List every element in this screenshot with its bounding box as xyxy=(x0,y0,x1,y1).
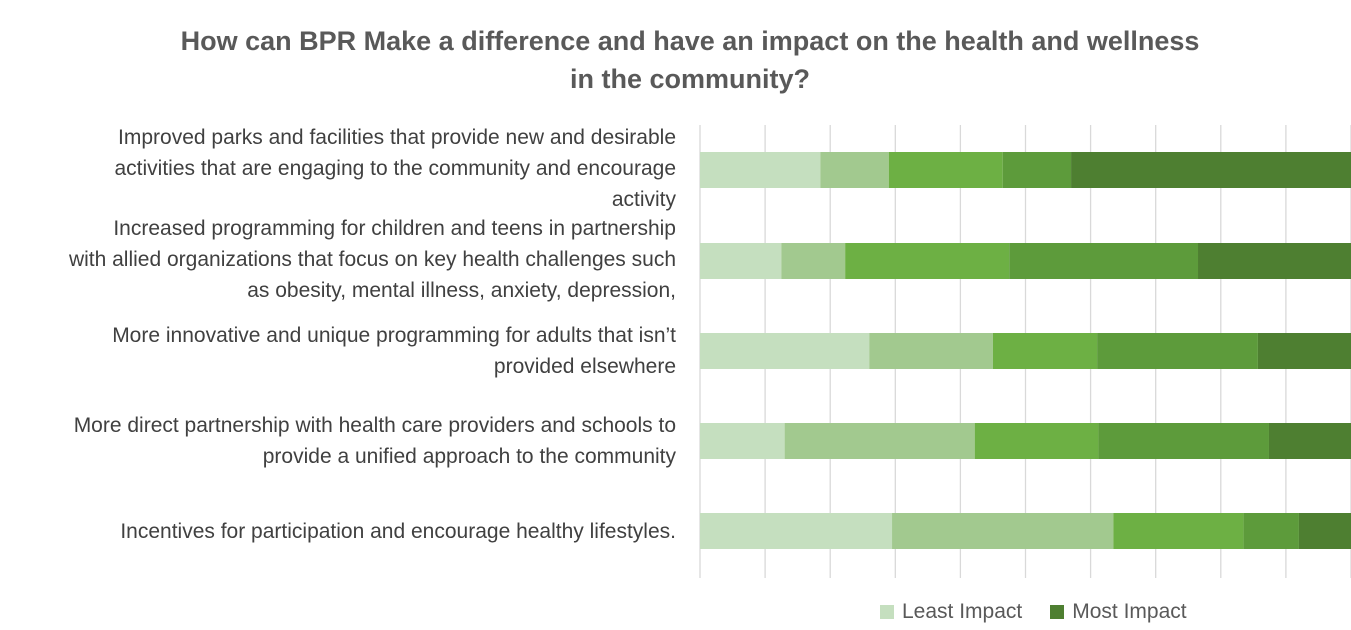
category-label-1: Improved parks and facilities that provi… xyxy=(0,122,676,215)
legend-item-least-impact: Least Impact xyxy=(880,600,1022,624)
bar-segment-cat1-series2 xyxy=(820,152,889,188)
chart-title-line-1: How can BPR Make a difference and have a… xyxy=(180,26,1200,56)
bar-segment-cat5-series3 xyxy=(1113,513,1244,549)
bar-segment-cat1-series4 xyxy=(1002,152,1072,188)
bar-segment-cat3-series1 xyxy=(700,333,870,369)
bar-segment-cat3-series2 xyxy=(869,333,993,369)
bar-segment-cat1-series3 xyxy=(888,152,1003,188)
bar-segment-cat1-series5 xyxy=(1071,152,1351,188)
category-label-4-line-2: provide a unified approach to the commun… xyxy=(262,445,676,468)
bar-segment-cat5-series2 xyxy=(892,513,1114,549)
chart-title-line-2: in the community? xyxy=(569,64,810,94)
bar-segment-cat5-series5 xyxy=(1298,513,1351,549)
category-label-5-line-1: Incentives for participation and encoura… xyxy=(120,519,676,543)
legend-label-most-impact: Most Impact xyxy=(1072,600,1187,623)
category-label-1-line-3: activity xyxy=(611,187,676,211)
bar-segment-cat4-series5 xyxy=(1268,423,1351,459)
legend-label-least-impact: Least Impact xyxy=(902,600,1023,623)
category-label-3: More innovative and unique programming f… xyxy=(0,320,676,382)
category-label-2-line-2: with allied organizations that focus on … xyxy=(68,247,676,271)
category-label-2-line-3: as obesity, mental illness, anxiety, dep… xyxy=(247,278,676,302)
bar-segment-cat4-series3 xyxy=(974,423,1099,459)
category-label-2: Increased programming for children and t… xyxy=(0,213,676,306)
category-label-5: Incentives for participation and encoura… xyxy=(0,516,676,547)
bar-segment-cat2-series2 xyxy=(781,243,846,279)
chart-legend: Least Impact Most Impact xyxy=(880,600,1187,624)
bar-segment-cat5-series1 xyxy=(700,513,893,549)
bar-segment-cat4-series2 xyxy=(784,423,975,459)
category-label-1-line-2: activities that are engaging to the comm… xyxy=(114,156,676,180)
legend-swatch-least-impact xyxy=(880,605,894,619)
bar-segment-cat2-series1 xyxy=(700,243,782,279)
category-label-4: More direct partnership with health care… xyxy=(0,410,676,472)
bar-segment-cat2-series5 xyxy=(1198,243,1351,279)
category-label-3-line-1: More innovative and unique programming f… xyxy=(112,324,676,347)
legend-item-most-impact: Most Impact xyxy=(1050,600,1187,624)
category-label-1-line-1: Improved parks and facilities that provi… xyxy=(118,125,676,149)
bar-segment-cat1-series1 xyxy=(700,152,821,188)
category-label-2-line-1: Increased programming for children and t… xyxy=(113,216,676,240)
category-label-4-line-1: More direct partnership with health care… xyxy=(73,414,676,437)
chart-title: How can BPR Make a difference and have a… xyxy=(140,22,1240,98)
bar-segment-cat4-series1 xyxy=(700,423,785,459)
bar-segment-cat3-series3 xyxy=(992,333,1098,369)
bar-segment-cat3-series4 xyxy=(1097,333,1258,369)
legend-swatch-most-impact xyxy=(1050,605,1065,619)
bar-segment-cat5-series4 xyxy=(1243,513,1299,549)
bar-segment-cat2-series4 xyxy=(1009,243,1199,279)
bar-segment-cat2-series3 xyxy=(845,243,1010,279)
bar-segment-cat3-series5 xyxy=(1257,333,1351,369)
category-label-3-line-2: provided elsewhere xyxy=(493,355,676,378)
bar-segment-cat4-series4 xyxy=(1098,423,1269,459)
